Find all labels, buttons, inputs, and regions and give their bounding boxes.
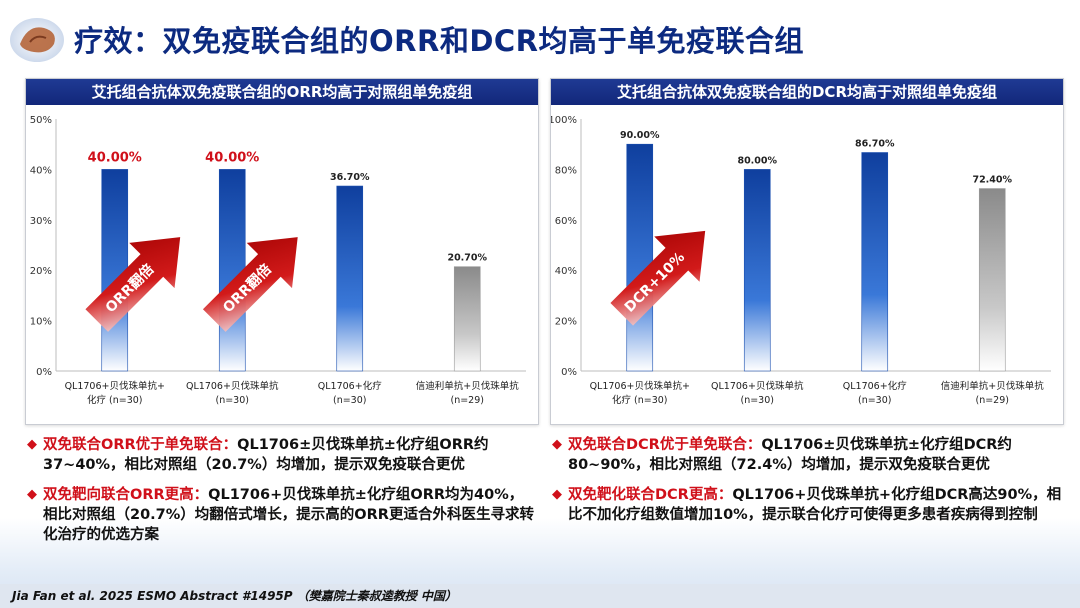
x-tick-label: QL1706+化疗: [318, 380, 382, 392]
y-tick-label: 50%: [30, 115, 52, 126]
y-tick-label: 80%: [555, 165, 577, 176]
x-tick-label: 化疗 (n=30): [612, 394, 668, 406]
y-tick-label: 30%: [30, 216, 52, 227]
footer-bar: Jia Fan et al. 2025 ESMO Abstract #1495P…: [0, 584, 1080, 608]
data-label: 36.70%: [330, 172, 370, 183]
dcr-chart-title: 艾托组合抗体双免疫联合组的DCR均高于对照组单免疫组: [551, 79, 1063, 105]
finding-lead: 双免靶向联合ORR更高：: [43, 487, 209, 503]
bar: [978, 188, 1006, 372]
finding-lead: 双免靶化联合DCR更高：: [568, 487, 733, 503]
y-tick-label: 60%: [555, 216, 577, 227]
bar: [743, 169, 771, 372]
data-label: 80.00%: [737, 155, 777, 166]
orr-chart-title: 艾托组合抗体双免疫联合组的ORR均高于对照组单免疫组: [26, 79, 538, 105]
finding-lead: 双免联合DCR优于单免联合：: [568, 437, 762, 453]
data-label: 72.40%: [972, 175, 1012, 186]
data-label: 20.70%: [447, 253, 487, 264]
finding-lead: 双免联合ORR优于单免联合：: [43, 437, 238, 453]
x-tick-label: (n=30): [858, 395, 891, 406]
dcr-bar-chart: 0% 20% 40% 60% 80% 100% 90.00% QL1706+贝伐珠单抗+ 化疗 …: [551, 115, 1051, 406]
x-tick-label: QL1706+贝伐珠单抗+: [590, 380, 690, 392]
diamond-bullet-icon: ◆: [27, 487, 37, 502]
page-title: 疗效：双免疫联合组的ORR和DCR均高于单免疫联合组: [74, 24, 805, 58]
y-tick-label: 10%: [30, 317, 52, 328]
diamond-bullet-icon: ◆: [552, 487, 562, 502]
bar: [861, 152, 889, 372]
x-tick-label: 信迪利单抗+贝伐珠单抗: [416, 380, 519, 392]
y-tick-label: 0%: [36, 367, 52, 378]
y-tick-label: 40%: [30, 165, 52, 176]
y-tick-label: 20%: [30, 266, 52, 277]
x-tick-label: QL1706+贝伐珠单抗+: [65, 380, 165, 392]
arrow-shape: [202, 237, 298, 332]
growth-arrow: DCR+10%: [610, 230, 706, 326]
x-tick-label: (n=30): [216, 395, 249, 406]
orr-findings: ◆ 双免联合ORR优于单免联合：QL1706±贝伐珠单抗±化疗组ORR约37~4…: [25, 435, 537, 553]
data-label: 90.00%: [620, 130, 660, 141]
growth-arrow: ORR翻倍: [85, 237, 181, 332]
finding-item: ◆ 双免靶向联合ORR更高：QL1706+贝伐珠单抗±化疗组ORR均为40%，相…: [25, 485, 537, 545]
orr-bar-chart: 0% 10% 20% 30% 40% 50% 40.00% QL1706+贝伐珠单抗+ 化疗 (…: [30, 115, 526, 406]
diamond-bullet-icon: ◆: [27, 437, 37, 452]
data-label: 40.00%: [205, 150, 259, 165]
data-label: 86.70%: [855, 139, 895, 150]
finding-text: QL1706±贝伐珠单抗±化疗组DCR约80~90%，相比对照组（72.4%）均…: [568, 437, 1012, 473]
finding-text: QL1706+贝伐珠单抗+化疗组DCR高达90%，相比不加化疗组数值增加10%，…: [568, 487, 1062, 523]
orr-chart-panel: 艾托组合抗体双免疫联合组的ORR均高于对照组单免疫组 0% 10% 20% 30% 40…: [25, 78, 539, 425]
bar: [336, 185, 364, 372]
finding-item: ◆ 双免靶化联合DCR更高：QL1706+贝伐珠单抗+化疗组DCR高达90%，相…: [550, 485, 1062, 525]
finding-text: QL1706±贝伐珠单抗±化疗组ORR约37~40%，相比对照组（20.7%）均…: [43, 437, 489, 473]
y-tick-label: 0%: [561, 367, 577, 378]
dcr-chart-panel: 艾托组合抗体双免疫联合组的DCR均高于对照组单免疫组 0% 20% 40% 60% 80…: [550, 78, 1064, 425]
x-tick-label: QL1706+化疗: [843, 380, 907, 392]
bar: [453, 266, 481, 372]
diamond-bullet-icon: ◆: [552, 437, 562, 452]
y-tick-label: 100%: [551, 115, 577, 126]
finding-item: ◆ 双免联合DCR优于单免联合：QL1706±贝伐珠单抗±化疗组DCR约80~9…: [550, 435, 1062, 475]
data-label: 40.00%: [88, 150, 142, 165]
x-tick-label: (n=29): [976, 395, 1009, 406]
x-tick-label: (n=29): [451, 395, 484, 406]
citation: Jia Fan et al. 2025 ESMO Abstract #1495P…: [12, 589, 457, 603]
arrow-shape: [610, 230, 706, 326]
bar: [626, 143, 654, 372]
x-tick-label: QL1706+贝伐珠单抗: [186, 380, 279, 392]
y-tick-label: 40%: [555, 266, 577, 277]
x-tick-label: 化疗 (n=30): [87, 394, 143, 406]
x-tick-label: (n=30): [741, 395, 774, 406]
x-tick-label: QL1706+贝伐珠单抗: [711, 380, 804, 392]
finding-text: QL1706+贝伐珠单抗±化疗组ORR均为40%，相比对照组（20.7%）均翻倍…: [43, 487, 534, 543]
growth-arrow: ORR翻倍: [202, 237, 298, 332]
bar: [218, 169, 246, 372]
finding-item: ◆ 双免联合ORR优于单免联合：QL1706±贝伐珠单抗±化疗组ORR约37~4…: [25, 435, 537, 475]
y-tick-label: 20%: [555, 317, 577, 328]
arrow-shape: [85, 237, 181, 332]
x-tick-label: 信迪利单抗+贝伐珠单抗: [941, 380, 1044, 392]
x-tick-label: (n=30): [333, 395, 366, 406]
bar: [101, 169, 129, 372]
dcr-findings: ◆ 双免联合DCR优于单免联合：QL1706±贝伐珠单抗±化疗组DCR约80~9…: [550, 435, 1062, 553]
logo-icon: [10, 18, 64, 62]
